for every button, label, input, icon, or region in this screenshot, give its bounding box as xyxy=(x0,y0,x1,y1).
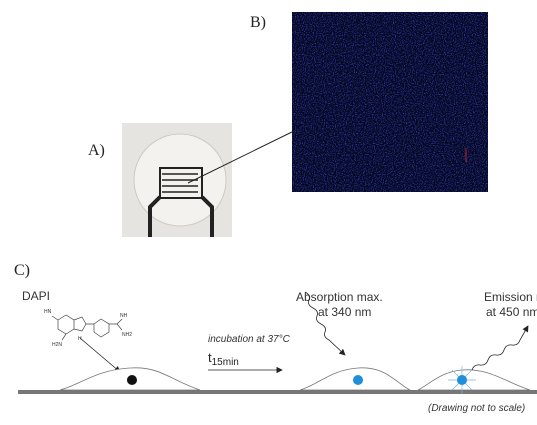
dye-name: DAPI xyxy=(22,289,50,303)
atom-label: HN xyxy=(44,309,52,315)
nucleus xyxy=(353,375,363,385)
leads xyxy=(148,195,214,237)
panel-a: A) xyxy=(88,123,297,237)
time-label: t15min xyxy=(208,350,239,368)
emission-label: at 450 nm xyxy=(486,305,537,319)
time-sub: 15min xyxy=(212,357,239,368)
electrodes xyxy=(159,167,203,199)
panel-c: C) DAPI HN H NH NH2 H2N incubation at 37… xyxy=(14,262,537,414)
arrow xyxy=(79,337,121,373)
micrograph-noise xyxy=(292,12,488,192)
absorption-label: Absorption max. xyxy=(296,290,383,304)
atom-label: H xyxy=(78,336,82,342)
atom-label: NH2 xyxy=(122,332,132,338)
absorption-label: at 340 nm xyxy=(318,305,371,319)
panel-label: A) xyxy=(88,142,105,159)
note: (Drawing not to scale) xyxy=(428,403,525,414)
emission-arrow xyxy=(471,325,529,371)
panel-label: B) xyxy=(250,14,266,31)
emission-label: Emission max. xyxy=(484,290,537,304)
nucleus xyxy=(127,375,137,385)
connector xyxy=(187,129,297,184)
panel-label: C) xyxy=(14,262,30,279)
panel-b: B) xyxy=(250,12,488,192)
nucleus xyxy=(457,375,467,385)
atom-label: NH xyxy=(120,313,128,319)
electrode-fingers xyxy=(162,173,198,193)
structure xyxy=(51,314,123,341)
atom-label: H2N xyxy=(52,342,62,348)
time-main: t xyxy=(208,350,212,365)
excitation-arrow xyxy=(304,291,346,356)
incubation-label: incubation at 37°C xyxy=(208,334,291,345)
